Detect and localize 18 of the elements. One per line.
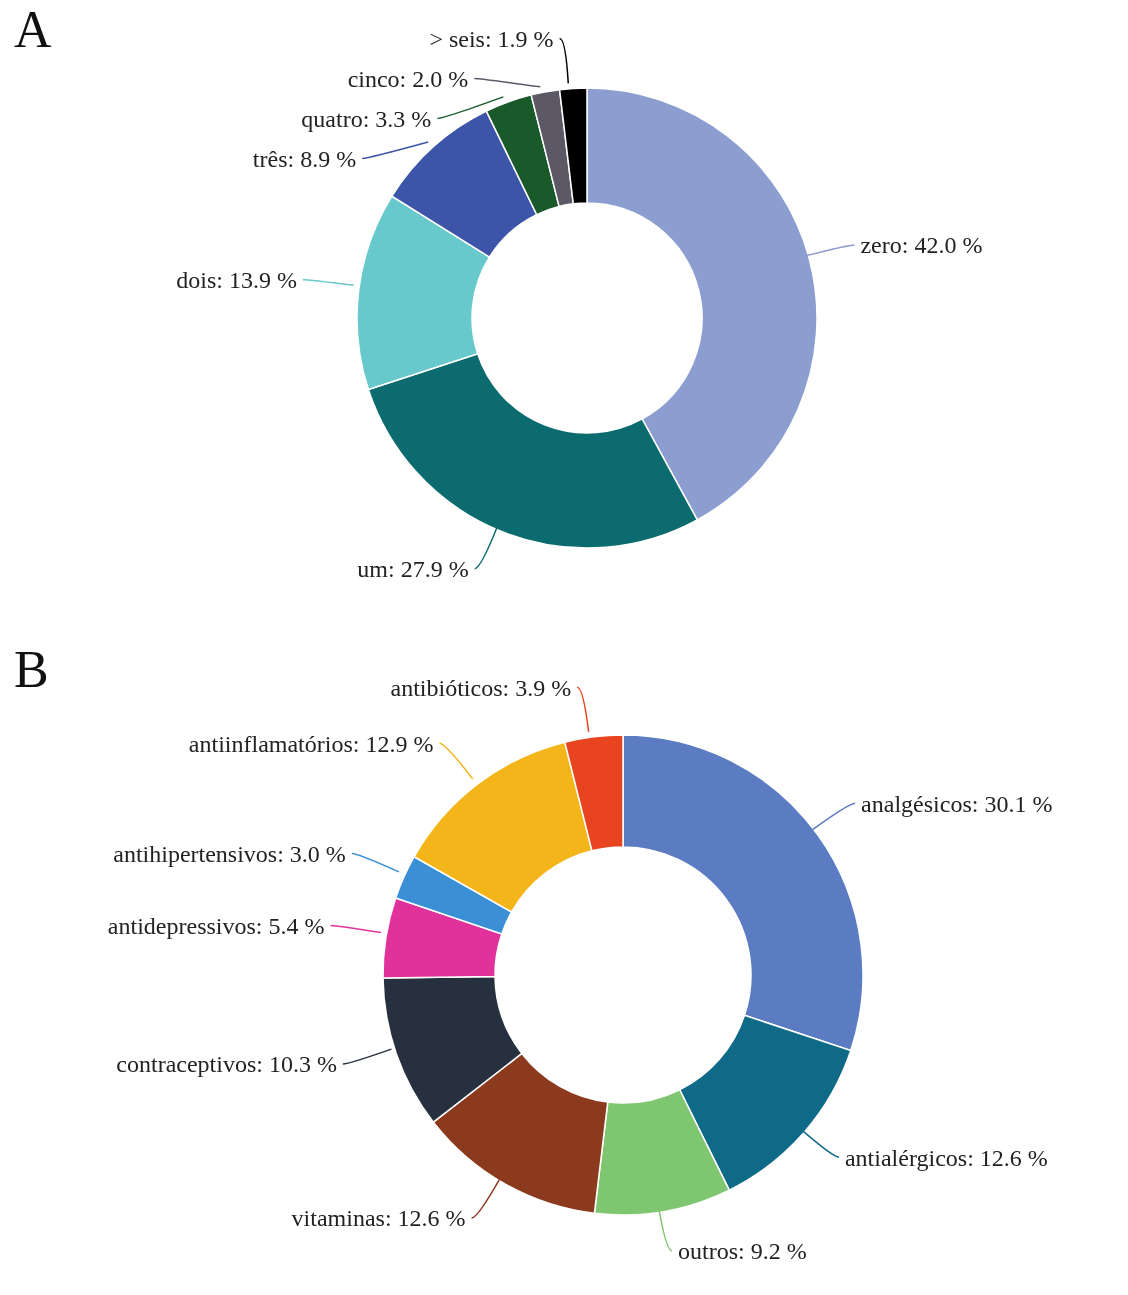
slice-label: outros: 9.2 % <box>678 1238 807 1265</box>
slice-label: zero: 42.0 % <box>860 232 983 259</box>
slice-label: analgésicos: 30.1 % <box>861 790 1053 817</box>
chart-title: A <box>14 0 52 59</box>
slice-label: > seis: 1.9 % <box>429 25 554 52</box>
slice-label: antidepressivos: 5.4 % <box>107 912 325 939</box>
slice-label: antihipertensivos: 3.0 % <box>113 840 346 867</box>
slice-label: antiinflamatórios: 12.9 % <box>188 730 434 757</box>
slice-label: um: 27.9 % <box>357 556 469 583</box>
chart-title: B <box>14 640 49 699</box>
slice-label: três: 8.9 % <box>252 145 357 172</box>
slice-label: vitaminas: 12.6 % <box>291 1205 466 1232</box>
slice-label: antibióticos: 3.9 % <box>390 674 572 701</box>
slice-label: antialérgicos: 12.6 % <box>844 1144 1048 1171</box>
slice-label: quatro: 3.3 % <box>301 105 432 132</box>
slice-label: cinco: 2.0 % <box>347 65 469 92</box>
slice-label: contraceptivos: 10.3 % <box>116 1051 337 1078</box>
slice-label: dois: 13.9 % <box>176 267 298 294</box>
